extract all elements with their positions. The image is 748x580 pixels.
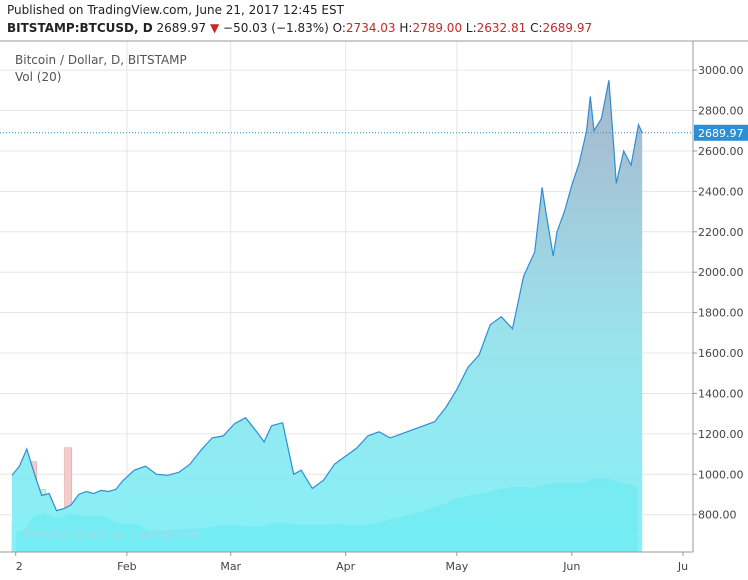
volume-legend[interactable]: Vol (20) xyxy=(15,70,62,84)
x-tick-label: Apr xyxy=(336,560,356,573)
high-value: 2789.00 xyxy=(412,21,463,35)
y-tick-label: 2400.00 xyxy=(698,185,744,198)
low-label: L: xyxy=(465,21,477,35)
x-tick-label: Jun xyxy=(562,560,580,573)
x-axis[interactable]: 2 Feb Mar Apr May Jun Ju xyxy=(15,552,688,573)
open-value: 2734.03 xyxy=(345,21,396,35)
down-arrow-icon: ▼ xyxy=(209,21,220,35)
watermark: BTCUSD chart by TradingView xyxy=(22,527,201,541)
last-price-tag-label: 2689.97 xyxy=(698,127,744,140)
close-value: 2689.97 xyxy=(542,21,593,35)
last-price: 2689.97 xyxy=(156,21,207,35)
ohlc-bar: BITSTAMP:BTCUSD, D 2689.97 ▼ −50.03 (−1.… xyxy=(7,21,592,35)
y-tick-label: 1200.00 xyxy=(698,428,744,441)
y-tick-label: 1800.00 xyxy=(698,307,744,320)
y-tick-label: 3000.00 xyxy=(698,64,744,77)
published-line: Published on TradingView.com, June 21, 2… xyxy=(7,3,344,17)
x-tick-label: Feb xyxy=(117,560,136,573)
high-label: H: xyxy=(399,21,413,35)
price-area xyxy=(12,80,643,552)
series-legend[interactable]: Bitcoin / Dollar, D, BITSTAMP xyxy=(15,53,187,67)
y-tick-label: 2000.00 xyxy=(698,266,744,279)
price-line xyxy=(11,80,643,512)
y-tick-label: 1600.00 xyxy=(698,347,744,360)
y-axis[interactable]: 800.00 1000.00 1200.00 1400.00 1600.00 1800.0… xyxy=(693,64,744,522)
volume-average-area xyxy=(16,477,638,552)
y-tick-label: 2800.00 xyxy=(698,105,744,118)
close-label: C: xyxy=(530,21,543,35)
last-price-tag: 2689.97 xyxy=(694,124,748,141)
y-tick-label: 1400.00 xyxy=(698,387,744,400)
y-tick-label: 2600.00 xyxy=(698,145,744,158)
y-tick-label: 2200.00 xyxy=(698,226,744,239)
y-tick-label: 800.00 xyxy=(698,509,737,522)
x-tick-label: May xyxy=(445,560,468,573)
y-tick-label: 1000.00 xyxy=(698,468,744,481)
x-tick-label: Mar xyxy=(220,560,241,573)
last-price-tag-bg xyxy=(694,124,748,141)
low-value: 2632.81 xyxy=(476,21,527,35)
x-tick-label: 2 xyxy=(16,560,23,573)
open-label: O: xyxy=(332,21,346,35)
volume-average-fill xyxy=(16,477,638,552)
symbol-label: BITSTAMP:BTCUSD, D xyxy=(7,21,153,35)
x-tick-label: Ju xyxy=(677,560,688,573)
price-change: −50.03 (−1.83%) xyxy=(223,21,329,35)
